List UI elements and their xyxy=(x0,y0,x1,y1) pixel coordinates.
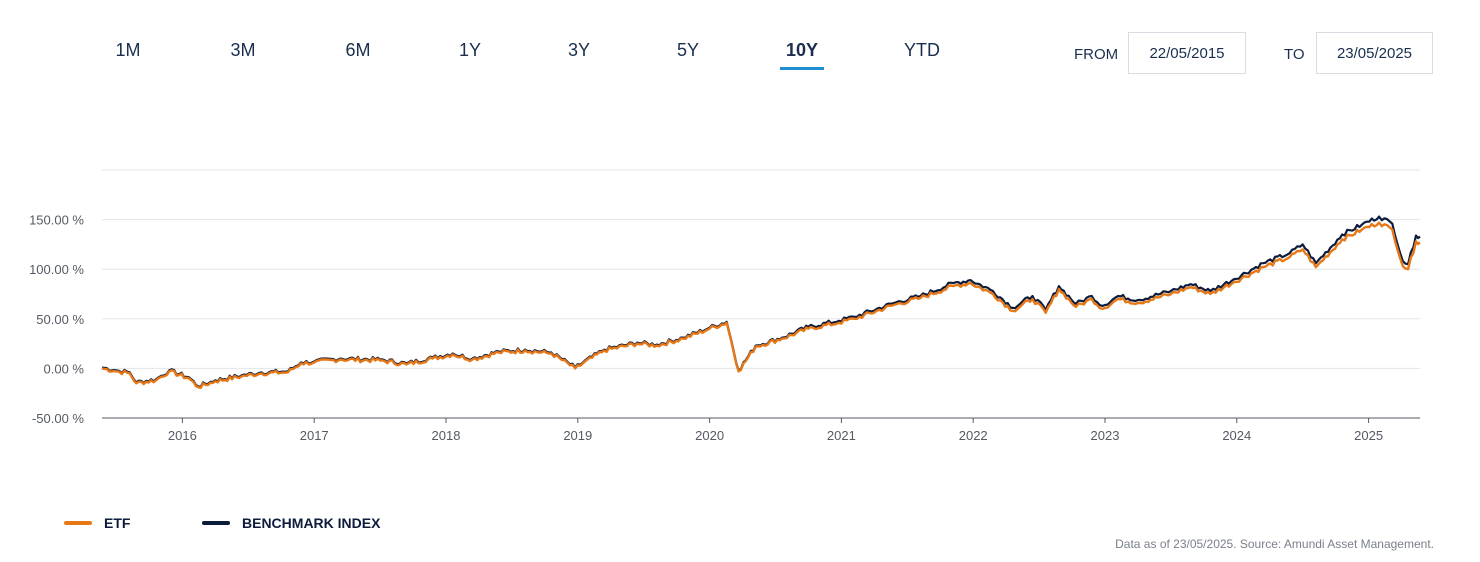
performance-chart: 150.00 % 100.00 % 50.00 % 0.00 % -50.00 % 201… xyxy=(29,169,1421,443)
legend-benchmark: BENCHMARK INDEX xyxy=(202,515,380,531)
tab-6m[interactable]: 6M xyxy=(345,40,371,60)
tab-3m[interactable]: 3M xyxy=(230,40,256,60)
x-tick-label: 2024 xyxy=(1222,428,1251,443)
y-tick-label: 0.00 % xyxy=(44,361,85,376)
x-tick-label: 2018 xyxy=(432,428,461,443)
y-tick-label: 50.00 % xyxy=(36,312,84,327)
to-date-input[interactable] xyxy=(1316,32,1433,74)
legend-etf-swatch xyxy=(64,521,92,525)
series-line-etf xyxy=(101,221,1421,390)
tab-10y[interactable]: 10Y xyxy=(779,40,825,70)
tab-5y[interactable]: 5Y xyxy=(676,40,700,60)
legend-etf: ETF xyxy=(64,515,130,531)
period-tabs: 1M 3M 6M 1Y 3Y 5Y 10Y YTD xyxy=(100,40,960,80)
x-tick-label: 2016 xyxy=(168,428,197,443)
from-date-input[interactable] xyxy=(1128,32,1246,74)
tab-1m[interactable]: 1M xyxy=(115,40,141,60)
data-source-note: Data as of 23/05/2025. Source: Amundi As… xyxy=(1115,537,1434,551)
x-tick-label: 2023 xyxy=(1091,428,1120,443)
to-label: TO xyxy=(1284,46,1305,63)
x-tick-label: 2022 xyxy=(959,428,988,443)
legend-etf-label: ETF xyxy=(104,515,131,531)
legend-benchmark-label: BENCHMARK INDEX xyxy=(242,515,381,531)
series-line-benchmark xyxy=(101,215,1421,388)
y-tick-label: -50.00 % xyxy=(32,411,84,426)
legend-benchmark-swatch xyxy=(202,521,230,525)
tab-ytd[interactable]: YTD xyxy=(904,40,940,60)
y-tick-label: 150.00 % xyxy=(29,213,84,228)
y-tick-label: 100.00 % xyxy=(29,262,84,277)
x-tick-label: 2017 xyxy=(300,428,329,443)
x-tick-label: 2020 xyxy=(695,428,724,443)
x-tick-label: 2025 xyxy=(1354,428,1383,443)
tab-3y[interactable]: 3Y xyxy=(567,40,591,60)
tab-1y[interactable]: 1Y xyxy=(458,40,482,60)
from-label: FROM xyxy=(1074,46,1119,63)
x-tick-label: 2019 xyxy=(563,428,592,443)
x-tick-label: 2021 xyxy=(827,428,856,443)
